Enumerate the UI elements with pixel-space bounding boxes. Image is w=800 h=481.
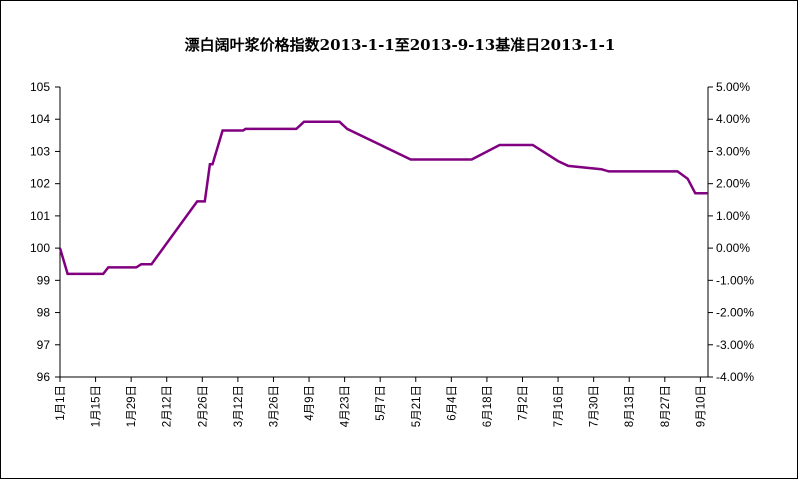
y-left-tick-label: 101 [30, 209, 50, 223]
x-tick-label: 7月2日 [517, 385, 529, 421]
y-right-tick-label: 4.00% [716, 112, 750, 126]
chart-axes [59, 87, 709, 378]
x-tick-label: 8月13日 [624, 385, 636, 427]
y-left-tick-label: 96 [37, 370, 51, 384]
x-tick-label: 2月12日 [162, 385, 174, 427]
x-tick-label: 9月10日 [695, 385, 707, 427]
x-tick-label: 7月30日 [589, 385, 601, 427]
x-tick-label: 6月4日 [446, 385, 458, 421]
x-tick-label: 6月18日 [482, 385, 494, 427]
x-tick-label: 3月26日 [268, 385, 280, 427]
y-left-tick-label: 99 [37, 273, 51, 287]
x-tick-label: 2月26日 [197, 385, 209, 427]
y-left-tick-label: 98 [37, 306, 51, 320]
y-right-tick-label: -4.00% [716, 370, 754, 384]
chart-ticks: 96 97 98 99 100 101 102 103 104 105 -4.00% -3.00% -2… [30, 80, 754, 427]
series-line-0 [58, 120, 708, 276]
y-right-tick-label: 0.00% [716, 241, 750, 255]
x-tick-label: 4月23日 [340, 385, 352, 427]
x-tick-label: 7月16日 [553, 385, 565, 427]
x-tick-label: 8月27日 [660, 385, 672, 427]
y-right-tick-label: -2.00% [716, 306, 754, 320]
x-tick-label: 5月21日 [411, 385, 423, 427]
x-tick-label: 1月29日 [126, 385, 138, 427]
x-tick-label: 1月1日 [55, 385, 67, 421]
y-right-tick-label: 2.00% [716, 177, 750, 191]
chart-title: 漂白阔叶浆价格指数2013-1-1至2013-9-13基准日2013-1-1 [184, 36, 616, 54]
y-right-tick-label: -1.00% [716, 273, 754, 287]
y-left-tick-label: 102 [30, 177, 50, 191]
y-left-tick-label: 100 [30, 241, 50, 255]
y-right-tick-label: 3.00% [716, 144, 750, 158]
y-left-tick-label: 103 [30, 144, 50, 158]
x-tick-label: 1月15日 [91, 385, 103, 427]
y-right-tick-label: 5.00% [716, 80, 750, 94]
y-left-tick-label: 97 [37, 338, 51, 352]
y-left-tick-label: 105 [30, 80, 50, 94]
x-tick-label: 3月12日 [233, 385, 245, 427]
chart-series [58, 120, 708, 276]
x-tick-label: 5月7日 [375, 385, 387, 421]
x-tick-label: 4月9日 [304, 385, 316, 421]
y-right-tick-label: 1.00% [716, 209, 750, 223]
y-right-tick-label: -3.00% [716, 338, 754, 352]
y-left-tick-label: 104 [30, 112, 50, 126]
